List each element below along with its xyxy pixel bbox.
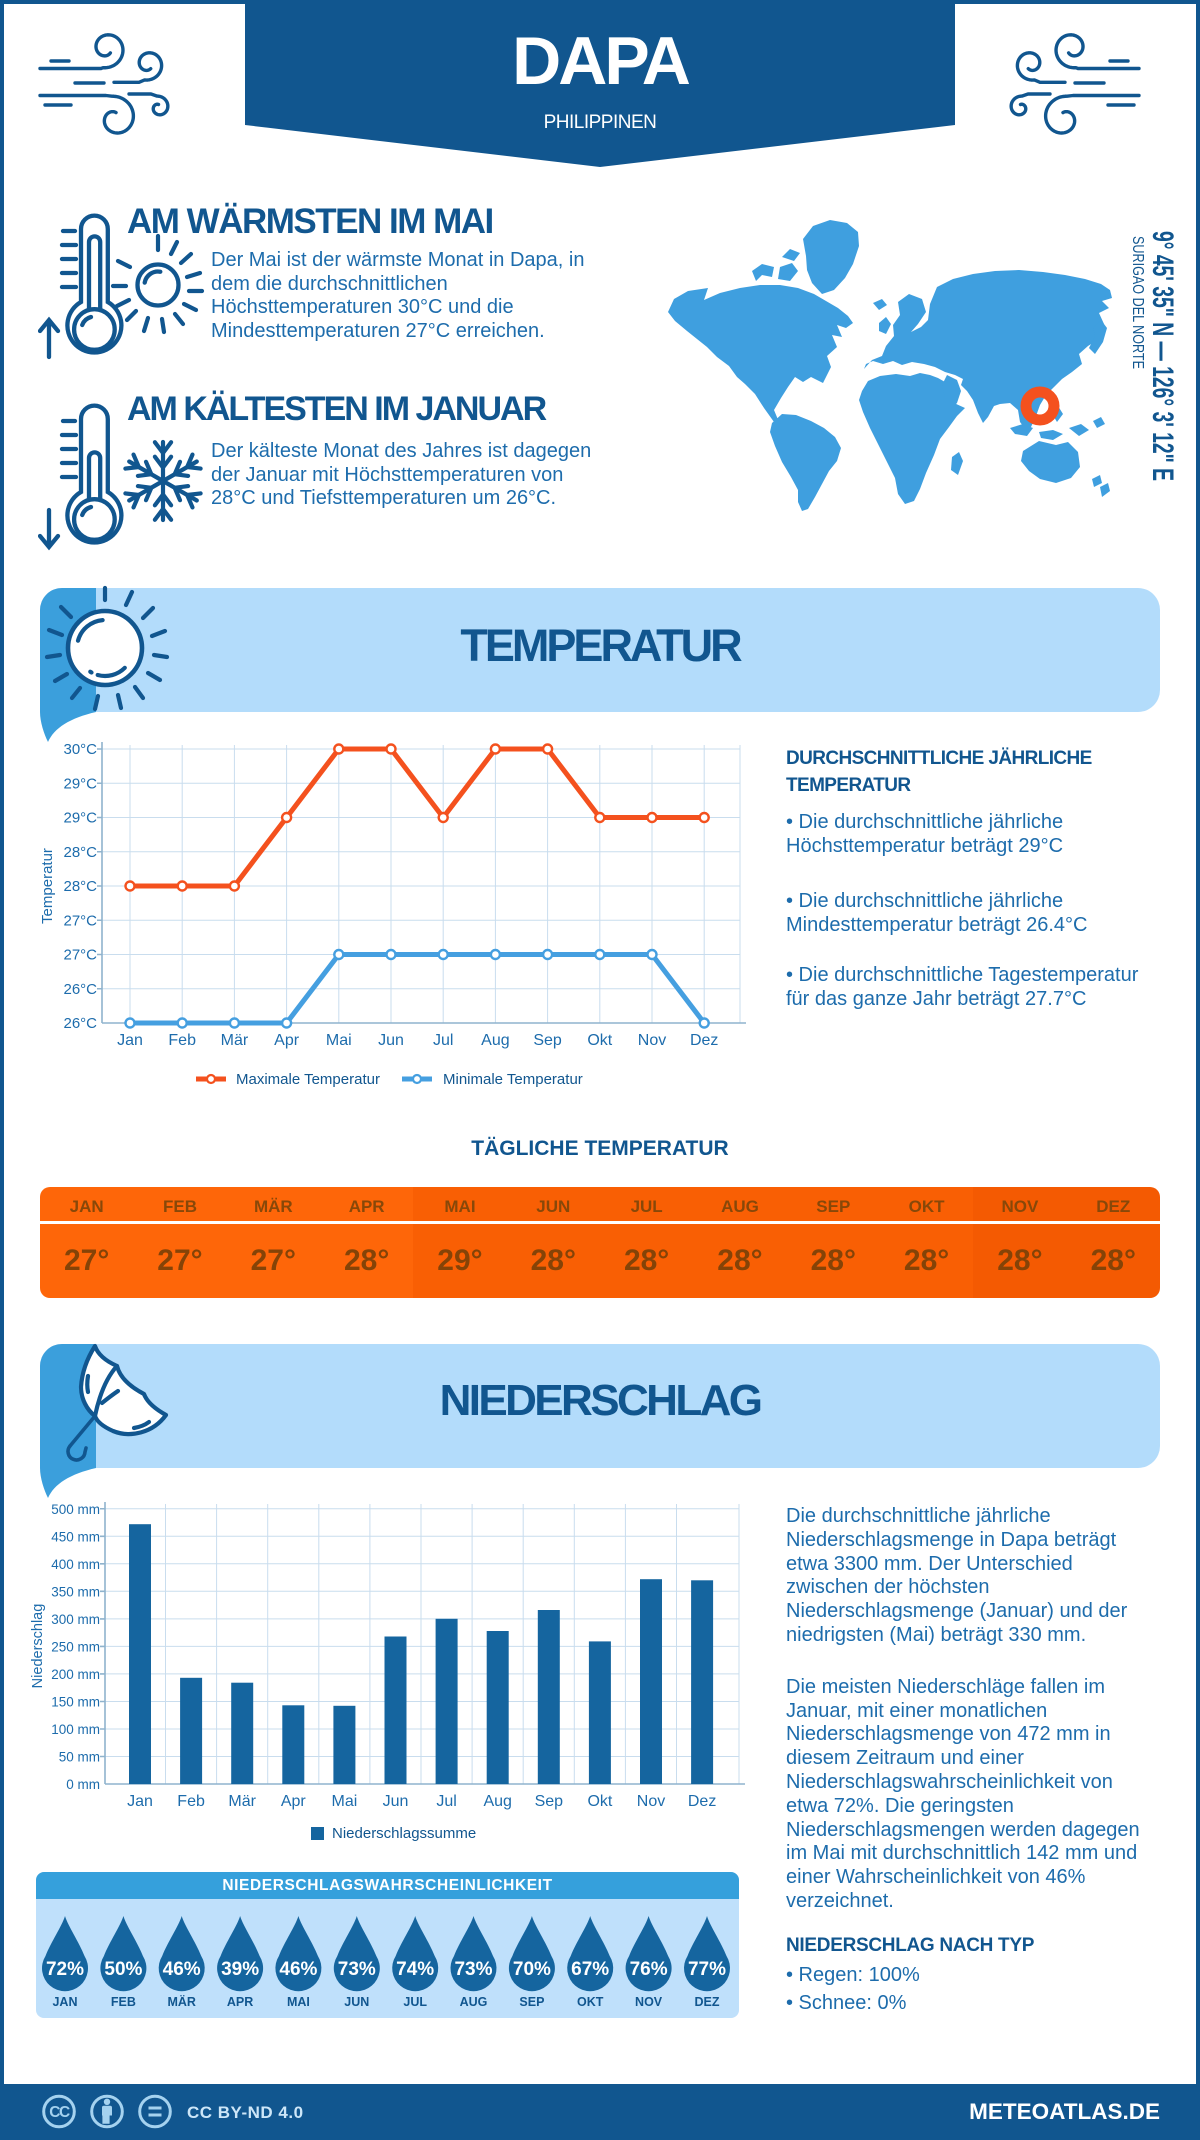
svg-text:39%: 39%	[221, 1959, 259, 1980]
svg-text:27°C: 27°C	[63, 947, 97, 964]
svg-text:SEP: SEP	[519, 1995, 544, 2009]
svg-text:Apr: Apr	[274, 1032, 300, 1049]
svg-text:SURIGAO DEL NORTE: SURIGAO DEL NORTE	[1129, 236, 1146, 369]
svg-text:Temperatur: Temperatur	[39, 848, 56, 924]
svg-text:JAN: JAN	[52, 1995, 77, 2009]
svg-text:350 mm: 350 mm	[51, 1584, 100, 1599]
svg-text:FEB: FEB	[111, 1995, 136, 2009]
svg-text:77%: 77%	[688, 1959, 726, 1980]
svg-text:OKT: OKT	[577, 1995, 604, 2009]
svg-text:500 mm: 500 mm	[51, 1502, 100, 1517]
svg-text:Nov: Nov	[637, 1793, 665, 1810]
svg-text:100 mm: 100 mm	[51, 1722, 100, 1737]
svg-text:MAI: MAI	[287, 1995, 310, 2009]
svg-text:Jan: Jan	[127, 1793, 153, 1810]
svg-text:CC: CC	[49, 2104, 70, 2121]
svg-text:50 mm: 50 mm	[59, 1750, 100, 1765]
svg-text:Nov: Nov	[638, 1032, 666, 1049]
svg-text:73%: 73%	[338, 1959, 376, 1980]
svg-text:Feb: Feb	[177, 1793, 205, 1810]
svg-text:Mai: Mai	[332, 1793, 358, 1810]
svg-text:AUG: AUG	[460, 1995, 488, 2009]
svg-text:Niederschlag: Niederschlag	[30, 1604, 46, 1689]
svg-text:MÄR: MÄR	[167, 1994, 195, 2009]
svg-text:28°C: 28°C	[63, 878, 97, 895]
svg-text:46%: 46%	[163, 1959, 201, 1980]
svg-text:NOV: NOV	[635, 1995, 663, 2009]
svg-text:Mär: Mär	[228, 1793, 256, 1810]
svg-text:150 mm: 150 mm	[51, 1695, 100, 1710]
svg-text:Okt: Okt	[587, 1793, 612, 1810]
svg-text:Dez: Dez	[690, 1032, 718, 1049]
svg-text:Jan: Jan	[117, 1032, 143, 1049]
svg-text:Mär: Mär	[221, 1032, 249, 1049]
svg-text:Niederschlagssumme: Niederschlagssumme	[332, 1825, 476, 1842]
svg-text:Mai: Mai	[326, 1032, 352, 1049]
svg-text:450 mm: 450 mm	[51, 1529, 100, 1544]
svg-text:76%: 76%	[630, 1959, 668, 1980]
svg-text:30°C: 30°C	[63, 741, 97, 758]
svg-text:Jun: Jun	[378, 1032, 404, 1049]
svg-text:Okt: Okt	[587, 1032, 612, 1049]
svg-text:Jun: Jun	[383, 1793, 409, 1810]
svg-text:28°C: 28°C	[63, 844, 97, 861]
svg-text:26°C: 26°C	[63, 1015, 97, 1032]
svg-text:50%: 50%	[104, 1959, 142, 1980]
svg-text:70%: 70%	[513, 1959, 551, 1980]
svg-text:72%: 72%	[46, 1959, 84, 1980]
svg-text:DEZ: DEZ	[695, 1995, 720, 2009]
svg-text:0 mm: 0 mm	[66, 1777, 100, 1792]
svg-text:26°C: 26°C	[63, 981, 97, 998]
svg-text:Dez: Dez	[688, 1793, 716, 1810]
svg-text:Feb: Feb	[168, 1032, 196, 1049]
svg-text:300 mm: 300 mm	[51, 1612, 100, 1627]
svg-text:46%: 46%	[279, 1959, 317, 1980]
svg-text:Jul: Jul	[436, 1793, 456, 1810]
svg-text:JUL: JUL	[403, 1995, 427, 2009]
svg-text:Minimale Temperatur: Minimale Temperatur	[443, 1071, 583, 1088]
svg-text:JUN: JUN	[344, 1995, 369, 2009]
svg-text:Sep: Sep	[535, 1793, 564, 1810]
svg-text:250 mm: 250 mm	[51, 1639, 100, 1654]
svg-text:400 mm: 400 mm	[51, 1557, 100, 1572]
svg-text:67%: 67%	[571, 1959, 609, 1980]
svg-text:Aug: Aug	[483, 1793, 511, 1810]
svg-text:Maximale Temperatur: Maximale Temperatur	[236, 1071, 380, 1088]
svg-text:74%: 74%	[396, 1959, 434, 1980]
svg-text:Sep: Sep	[533, 1032, 562, 1049]
svg-text:27°C: 27°C	[63, 912, 97, 929]
svg-text:Apr: Apr	[281, 1793, 307, 1810]
svg-text:APR: APR	[227, 1995, 253, 2009]
svg-text:Aug: Aug	[481, 1032, 509, 1049]
svg-text:29°C: 29°C	[63, 775, 97, 792]
svg-text:Jul: Jul	[433, 1032, 453, 1049]
svg-text:73%: 73%	[454, 1959, 492, 1980]
svg-text:29°C: 29°C	[63, 810, 97, 827]
svg-text:9° 45' 35" N — 126° 3' 12" E: 9° 45' 35" N — 126° 3' 12" E	[1146, 231, 1179, 481]
svg-text:200 mm: 200 mm	[51, 1667, 100, 1682]
